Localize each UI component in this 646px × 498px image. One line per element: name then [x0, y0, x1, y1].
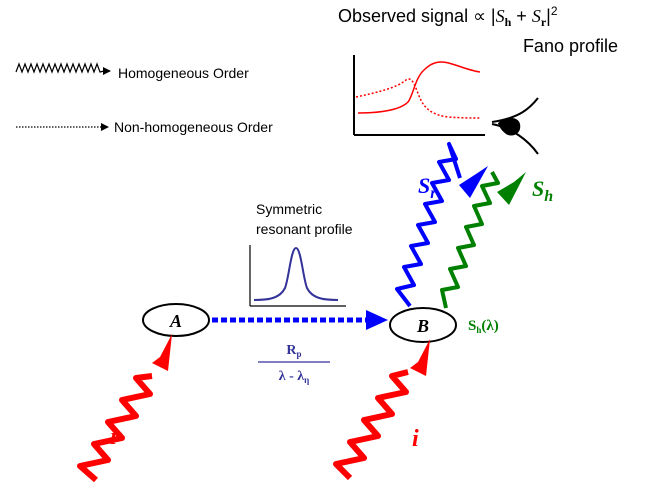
legend-homogeneous-label: Homogeneous Order — [118, 65, 249, 81]
s-r-arrowhead — [459, 166, 488, 198]
incident-label-b: i — [412, 426, 419, 452]
legend-non-homogeneous: Non-homogeneous Order — [16, 119, 273, 135]
eye-icon — [491, 97, 539, 155]
node-a — [142, 303, 210, 337]
node-a-label: A — [169, 311, 182, 331]
s-r-label: Sr — [418, 173, 437, 202]
fano-curve-solid — [357, 61, 481, 114]
symmetric-line-1: Symmetric — [256, 201, 322, 217]
observed-signal-title: Observed signal ∝ |Sh + Sr|2 — [338, 4, 558, 29]
incident-label-a: i — [110, 424, 117, 450]
legend-homogeneous: Homogeneous Order — [15, 62, 249, 81]
s-h-arrowhead — [497, 172, 526, 205]
incident-arrowhead-a — [152, 334, 172, 371]
fano-curve-dotted — [355, 78, 481, 119]
s-r-wavy-arrow — [395, 142, 462, 308]
incident-arrowhead-b — [410, 339, 430, 376]
symmetric-profile-label: Symmetric resonant profile — [256, 201, 353, 237]
node-b-label: B — [416, 316, 429, 336]
fraction-numerator: Rp — [286, 343, 301, 359]
fano-profile-label: Fano profile — [523, 36, 618, 56]
fraction-denominator: λ - λη — [279, 369, 310, 385]
fano-plot — [353, 55, 485, 136]
s-h-label: Sh — [532, 176, 553, 205]
wavy-arrow-icon — [15, 62, 111, 75]
symmetric-line-2: resonant profile — [256, 221, 353, 237]
s-h-wavy-arrow — [440, 171, 500, 309]
node-b — [389, 307, 457, 343]
s-h-lambda-label: Sh(λ) — [468, 318, 499, 335]
symmetric-curve — [253, 246, 339, 301]
symmetric-plot — [249, 245, 346, 307]
transfer-arrowhead — [366, 310, 388, 330]
incident-wave-a — [77, 373, 153, 483]
incident-wave-b — [333, 369, 409, 481]
legend-non-homogeneous-label: Non-homogeneous Order — [114, 119, 273, 135]
